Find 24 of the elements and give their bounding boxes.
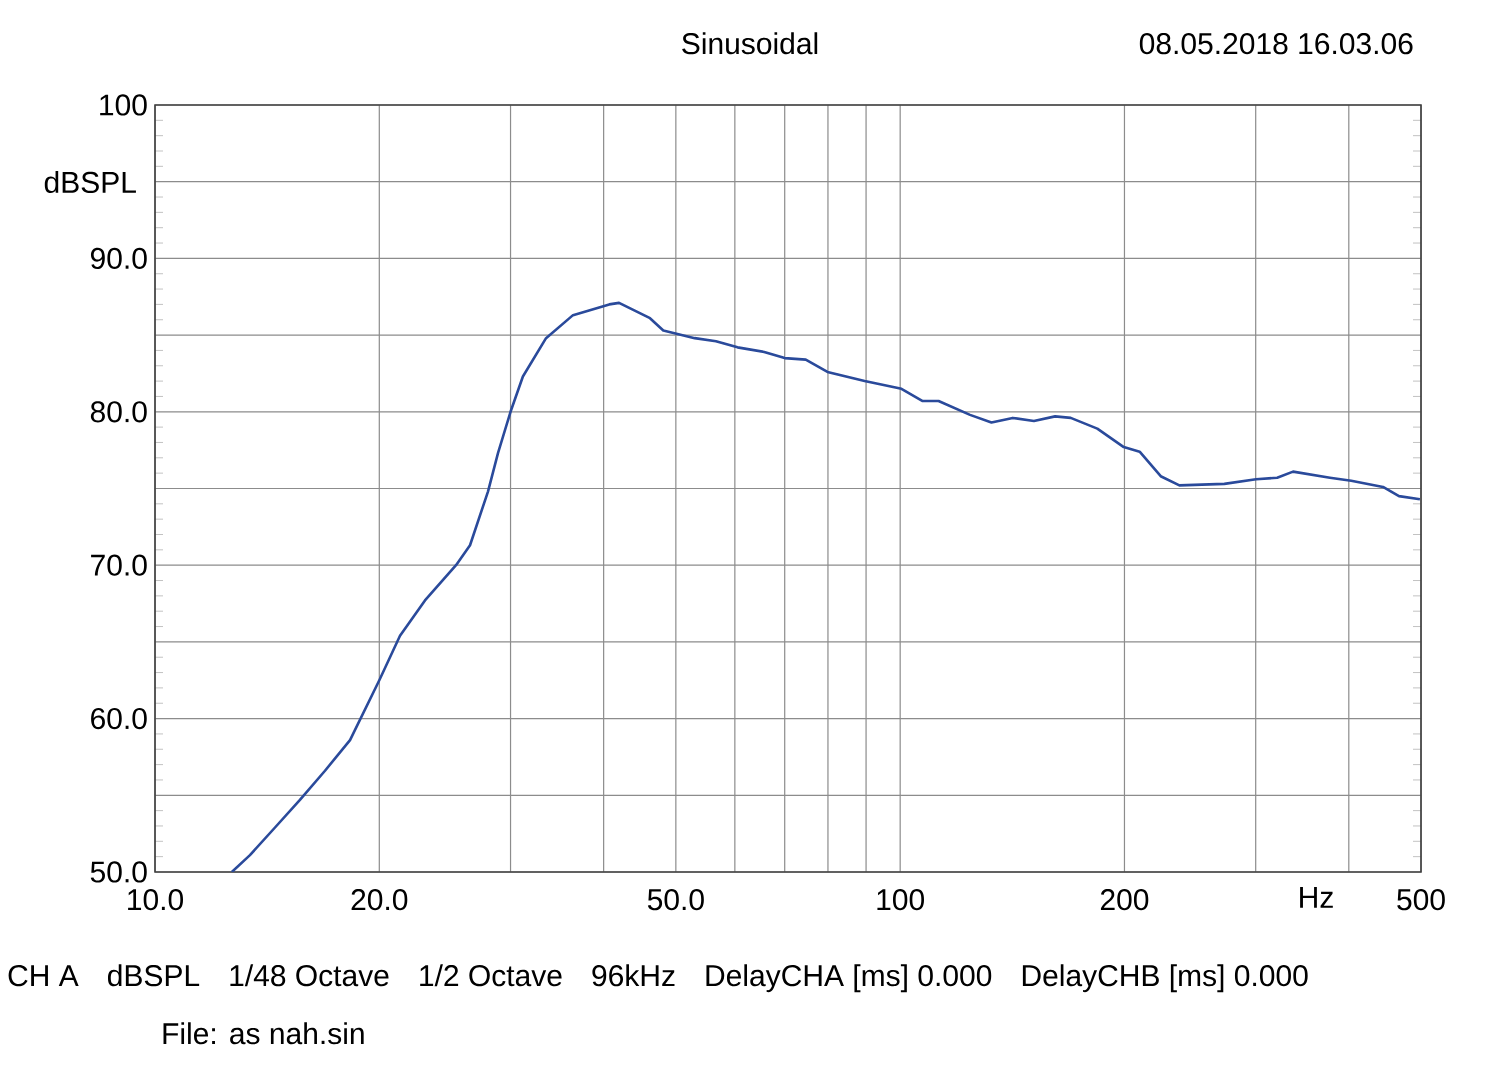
text: 1/2 Octave [420,964,562,987]
text: CH A [8,965,79,987]
y-tick-label: 60.0 [91,707,147,730]
y-tick-label: 90.0 [90,247,147,269]
chart-title: Sinusoidal [682,32,818,55]
x-tick-label: 50.0 [647,889,704,911]
y-tick-label: 50.0 [90,861,147,883]
y-axis-title: dBSPL [44,170,136,193]
text: 08.05.2018 16.03.06 [1139,33,1413,55]
text: DelayCHB [ms] 0.000 [1022,964,1308,993]
x-tick-label: 100 [877,889,924,911]
x-tick-label: 500 [1397,889,1445,911]
x-axis-title: Hz [1300,887,1333,908]
y-tick-label: 80.0 [90,401,147,423]
y-tick-label: 100 [100,94,147,116]
text: File: as nah.sin [163,1022,364,1045]
x-tick-label: 20.0 [351,889,408,911]
x-tick-label: 200 [1100,889,1149,911]
y-tick-label: 70.0 [91,554,147,576]
text: DelayCHA [ms] 0.000 [706,964,992,993]
text: 1/48 Octave [230,964,389,987]
text: 96kHz [592,964,675,987]
x-tick-label: 10.0 [128,889,184,911]
text: dBSPL [108,964,200,987]
